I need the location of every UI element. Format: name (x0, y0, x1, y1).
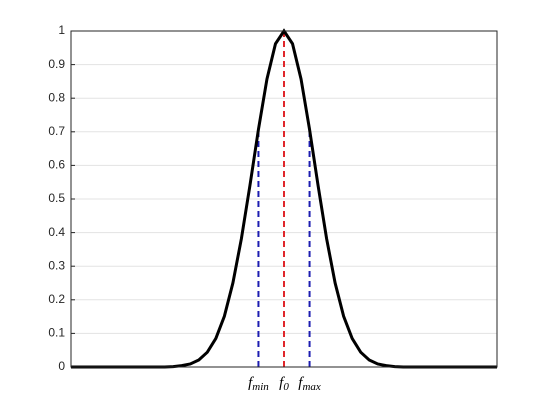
y-tick-label: 0.3 (48, 258, 65, 272)
y-tick-label: 0.4 (48, 225, 65, 239)
y-tick-label: 0.6 (48, 158, 65, 172)
marker-subscript: min (252, 381, 269, 393)
axes-frame (70, 30, 498, 368)
marker-label: fmax (298, 375, 321, 392)
y-tick-label: 0.2 (48, 292, 65, 306)
y-tick-label: 0.9 (48, 57, 65, 71)
marker-symbol: f (248, 375, 254, 391)
marker-label: f0 (279, 375, 289, 392)
marker-symbol: f (279, 375, 285, 391)
marker-subscript: max (302, 381, 320, 393)
y-tick-label: 0.1 (48, 326, 65, 340)
marker-subscript: 0 (283, 381, 289, 393)
y-tick-label: 0.7 (48, 124, 65, 138)
y-tick-label: 0.5 (48, 191, 65, 205)
marker-symbol: f (298, 375, 304, 391)
y-tick-label: 0 (58, 359, 65, 373)
y-tick-label: 1 (58, 23, 65, 37)
marker-label: fmin (248, 375, 269, 392)
y-tick-label: 0.8 (48, 90, 65, 104)
